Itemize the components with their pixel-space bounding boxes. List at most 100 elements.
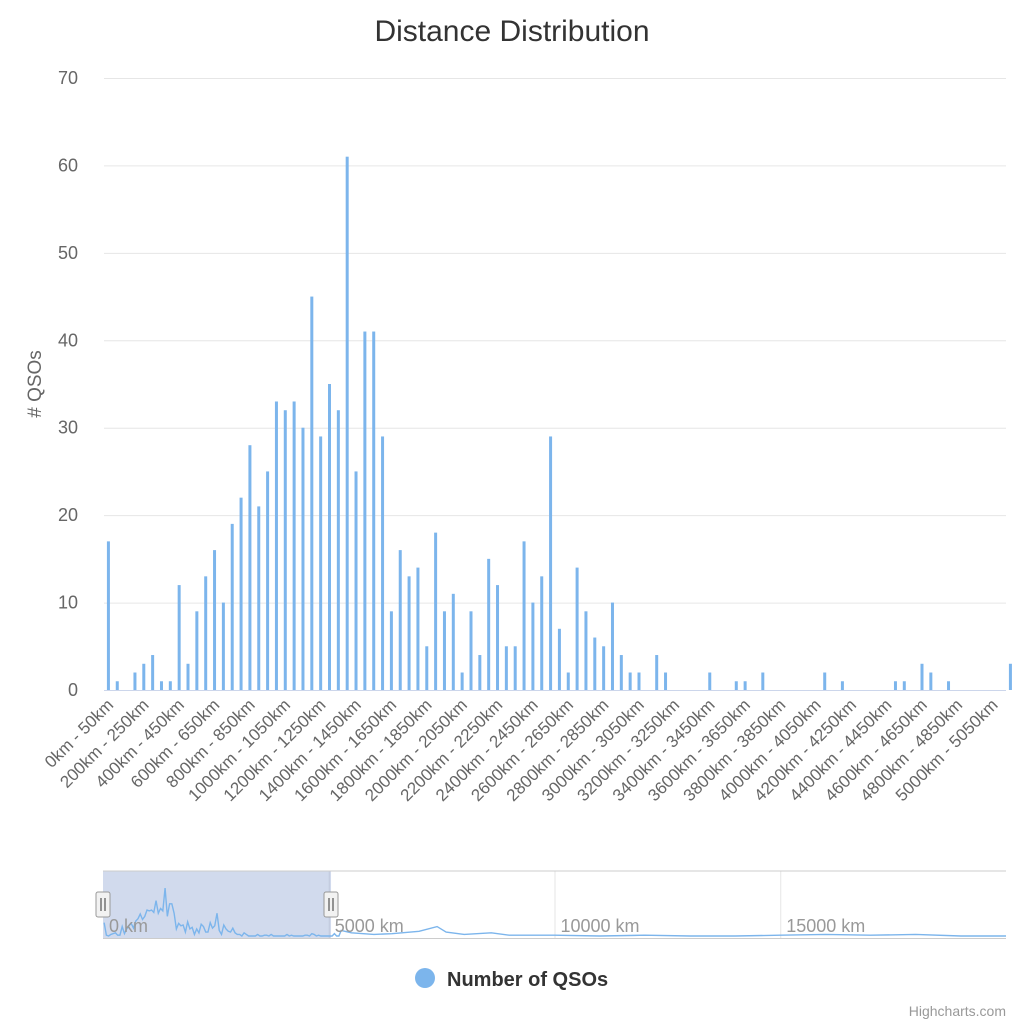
bar[interactable] xyxy=(283,410,287,690)
y-tick-label: 10 xyxy=(58,593,78,613)
bar[interactable] xyxy=(301,427,305,690)
y-tick-label: 40 xyxy=(58,330,78,350)
bar[interactable] xyxy=(1008,663,1012,690)
legend-label[interactable]: Number of QSOs xyxy=(447,969,608,991)
bar[interactable] xyxy=(319,436,323,690)
bar[interactable] xyxy=(213,550,217,690)
bar[interactable] xyxy=(575,567,579,690)
bar[interactable] xyxy=(195,611,199,690)
bar[interactable] xyxy=(602,646,606,690)
bar[interactable] xyxy=(434,532,438,690)
bar[interactable] xyxy=(761,672,765,690)
navigator[interactable]: 0 km 5000 km 10000 km 15000 km xyxy=(95,870,1006,939)
y-tick-label: 70 xyxy=(58,68,78,88)
bar[interactable] xyxy=(566,672,570,690)
bar[interactable] xyxy=(115,681,119,690)
navigator-axis-labels: 0 km 5000 km 10000 km 15000 km xyxy=(109,916,865,936)
bar[interactable] xyxy=(743,681,747,690)
bar[interactable] xyxy=(142,663,146,690)
navigator-handles[interactable] xyxy=(95,891,339,918)
handle-grip-icon xyxy=(95,891,111,918)
y-tick-label: 30 xyxy=(58,418,78,438)
bar[interactable] xyxy=(398,550,402,690)
bar[interactable] xyxy=(655,655,659,690)
bar[interactable] xyxy=(540,576,544,690)
bar[interactable] xyxy=(557,628,561,690)
bar[interactable] xyxy=(522,541,526,690)
bar[interactable] xyxy=(133,672,137,690)
legend-item[interactable]: Number of QSOs xyxy=(415,968,608,991)
bar[interactable] xyxy=(902,681,906,690)
navigator-right-handle[interactable] xyxy=(323,891,339,918)
bar[interactable] xyxy=(407,576,411,690)
bar[interactable] xyxy=(354,471,358,690)
bar[interactable] xyxy=(893,681,897,690)
bar[interactable] xyxy=(345,156,349,690)
y-axis-label: # QSOs xyxy=(25,350,46,418)
bar[interactable] xyxy=(389,611,393,690)
bar[interactable] xyxy=(266,471,270,690)
bar[interactable] xyxy=(708,672,712,690)
y-axis-ticks: 0 10 20 30 40 50 60 70 xyxy=(58,68,78,700)
bar[interactable] xyxy=(381,436,385,690)
bar[interactable] xyxy=(823,672,827,690)
navigator-selection[interactable] xyxy=(103,871,332,938)
bar[interactable] xyxy=(460,672,464,690)
bar[interactable] xyxy=(106,541,110,690)
navigator-axis-label: 15000 km xyxy=(786,916,865,936)
navigator-axis-label: 10000 km xyxy=(561,916,640,936)
bar[interactable] xyxy=(159,681,163,690)
bar[interactable] xyxy=(504,646,508,690)
y-tick-label: 20 xyxy=(58,505,78,525)
bar[interactable] xyxy=(257,506,261,690)
bar[interactable] xyxy=(451,593,455,690)
bar[interactable] xyxy=(929,672,933,690)
bar[interactable] xyxy=(239,497,243,690)
bar[interactable] xyxy=(549,436,553,690)
y-tick-label: 60 xyxy=(58,155,78,175)
bar[interactable] xyxy=(478,655,482,690)
bar[interactable] xyxy=(292,401,296,690)
bar[interactable] xyxy=(221,602,225,690)
bar[interactable] xyxy=(664,672,668,690)
bar[interactable] xyxy=(496,585,500,690)
bar[interactable] xyxy=(336,410,340,690)
bar[interactable] xyxy=(531,602,535,690)
bar[interactable] xyxy=(328,384,331,690)
bar[interactable] xyxy=(840,681,844,690)
y-tick-label: 0 xyxy=(68,680,78,700)
bar[interactable] xyxy=(274,401,278,690)
bar[interactable] xyxy=(151,655,155,690)
bar[interactable] xyxy=(610,602,614,690)
bar[interactable] xyxy=(628,672,632,690)
bar[interactable] xyxy=(204,576,208,690)
navigator-left-handle[interactable] xyxy=(95,891,111,918)
bar[interactable] xyxy=(230,523,234,690)
bar-series[interactable] xyxy=(106,156,1024,690)
bar[interactable] xyxy=(469,611,473,690)
navigator-axis-label: 5000 km xyxy=(335,916,404,936)
credits-link[interactable]: Highcharts.com xyxy=(909,1003,1006,1019)
chart-title: Distance Distribution xyxy=(374,15,649,48)
bar[interactable] xyxy=(442,611,446,690)
bar[interactable] xyxy=(593,637,597,690)
bar[interactable] xyxy=(186,663,190,690)
bar[interactable] xyxy=(584,611,588,690)
bar[interactable] xyxy=(637,672,641,690)
bar[interactable] xyxy=(734,681,738,690)
bar[interactable] xyxy=(363,331,367,690)
bar[interactable] xyxy=(416,567,420,690)
y-gridlines xyxy=(104,78,1006,604)
bar[interactable] xyxy=(177,585,181,690)
bar[interactable] xyxy=(372,331,376,690)
bar[interactable] xyxy=(920,663,924,690)
bar[interactable] xyxy=(947,681,951,690)
bar[interactable] xyxy=(619,655,623,690)
bar[interactable] xyxy=(487,558,491,690)
bar[interactable] xyxy=(310,296,314,690)
bar[interactable] xyxy=(168,681,172,690)
bar[interactable] xyxy=(513,646,517,690)
bar[interactable] xyxy=(248,445,252,690)
bar[interactable] xyxy=(425,646,429,690)
